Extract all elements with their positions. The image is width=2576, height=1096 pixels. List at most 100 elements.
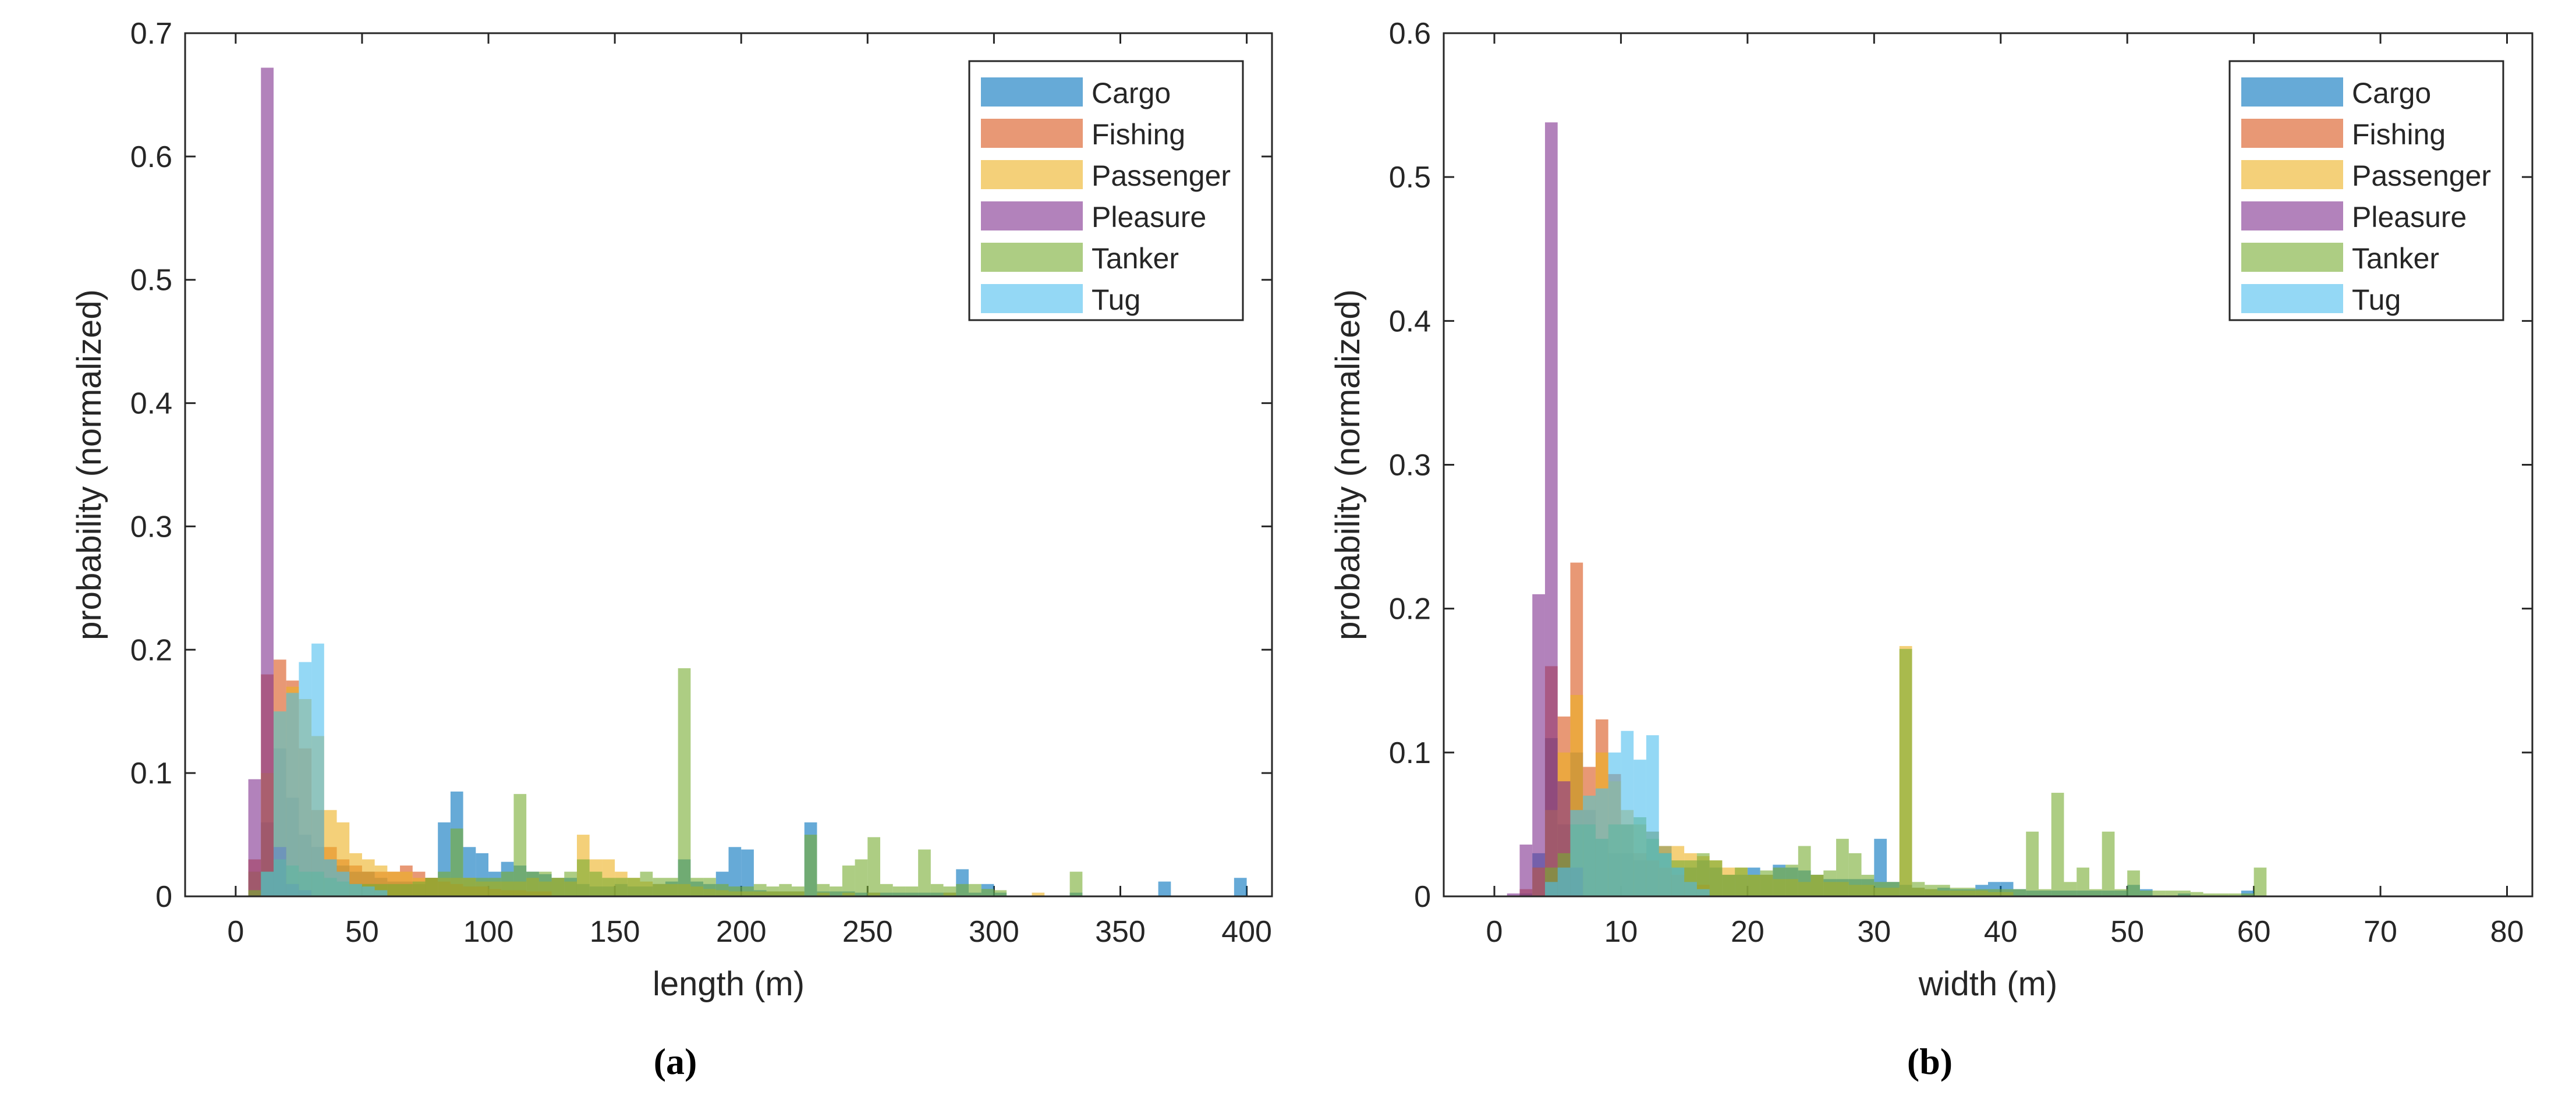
y-tick-label: 0.5 xyxy=(1389,161,1431,194)
x-tick-label: 250 xyxy=(842,915,893,949)
x-tick-label: 300 xyxy=(969,915,1019,949)
bar-tanker-90 xyxy=(463,878,476,896)
legend-label-tanker: Tanker xyxy=(1092,242,1179,275)
bar-tanker-65 xyxy=(400,884,413,896)
bar-tanker-135 xyxy=(576,859,590,896)
bar-tug-10 xyxy=(1621,730,1634,896)
bar-tanker-34 xyxy=(1925,885,1938,896)
legend-swatch-tanker xyxy=(2241,243,2343,272)
bar-tug-40 xyxy=(336,871,350,896)
x-tick-label: 0 xyxy=(227,915,244,949)
bar-tanker-120 xyxy=(538,871,552,896)
bar-tanker-57 xyxy=(2216,893,2229,896)
bar-tanker-30 xyxy=(1874,882,1887,896)
bar-tanker-55 xyxy=(2190,892,2203,896)
bar-tanker-17 xyxy=(1709,860,1723,896)
y-tick-label: 0.1 xyxy=(1389,736,1431,770)
bar-tug-14 xyxy=(1671,867,1685,896)
bar-tug-15 xyxy=(273,711,286,896)
chart-a-y-axis-label: probability (normalized) xyxy=(70,289,108,640)
bar-tanker-5 xyxy=(248,890,261,896)
chart-b-legend: Cargo Fishing Passenger Pleasure Tanker Tug xyxy=(2228,60,2504,321)
bar-tanker-37 xyxy=(1962,888,1976,896)
chart-a-bars xyxy=(248,68,1247,897)
bar-tanker-160 xyxy=(640,871,653,896)
legend-swatch-tanker xyxy=(981,243,1083,272)
y-tick-label: 0.7 xyxy=(130,17,172,51)
bar-tanker-205 xyxy=(753,884,767,896)
bar-tug-7 xyxy=(1583,795,1596,896)
bar-tug-8 xyxy=(1595,788,1608,896)
bar-tug-45 xyxy=(349,884,362,896)
chart-b-tick-labels: 0 10 20 30 40 50 60 70 80 0 0.1 0.2 0.3 0.4 0.5 0.6 xyxy=(1389,17,2524,949)
y-tick-label: 0.3 xyxy=(1389,449,1431,483)
bar-tanker-50 xyxy=(2127,870,2140,896)
x-tick-label: 20 xyxy=(1731,915,1764,949)
y-tick-label: 0.5 xyxy=(130,264,172,297)
bar-tanker-60 xyxy=(2253,867,2267,896)
x-tick-label: 50 xyxy=(2110,915,2144,949)
bar-tanker-49 xyxy=(2114,889,2128,896)
bar-tanker-270 xyxy=(918,849,931,896)
legend-label-fishing: Fishing xyxy=(2352,118,2446,151)
bar-tug-13 xyxy=(1659,853,1672,896)
legend-label-tanker: Tanker xyxy=(2352,242,2439,275)
bar-tug-55 xyxy=(374,890,388,896)
bar-tanker-23 xyxy=(1785,864,1798,896)
legend-swatch-pleasure xyxy=(2241,201,2343,230)
legend-swatch-passenger xyxy=(981,160,1083,189)
bar-tanker-200 xyxy=(741,886,754,896)
chart-b-x-axis-label: width (m) xyxy=(1918,965,2057,1003)
legend-label-pleasure: Pleasure xyxy=(2352,201,2467,233)
bar-tanker-190 xyxy=(715,884,729,896)
bar-tanker-210 xyxy=(766,886,779,896)
bar-tanker-21 xyxy=(1760,870,1773,896)
legend-swatch-cargo xyxy=(981,77,1083,107)
bar-tanker-195 xyxy=(728,886,742,896)
bar-tanker-35 xyxy=(1937,885,1950,896)
bar-tanker-47 xyxy=(2089,889,2102,896)
caption-a: (a) xyxy=(654,1041,697,1082)
legend-swatch-pleasure xyxy=(981,201,1083,230)
chart-a-length: 0 50 100 150 200 250 300 350 400 0 0.1 0.2 0.3 0.4 0.5… xyxy=(70,17,1273,1003)
legend-label-cargo: Cargo xyxy=(2352,77,2431,109)
bar-tug-4 xyxy=(1544,882,1558,896)
y-tick-label: 0.4 xyxy=(130,387,172,421)
bar-cargo-365 xyxy=(1158,881,1171,896)
chart-a-axes-box xyxy=(184,32,1273,898)
chart-b-axes-box xyxy=(1443,32,2534,898)
bar-tanker-26 xyxy=(1823,870,1837,896)
bar-tanker-51 xyxy=(2139,891,2153,896)
bar-tanker-60 xyxy=(387,884,401,896)
bar-tanker-145 xyxy=(602,878,615,896)
bar-cargo-195 xyxy=(728,847,742,896)
bar-tanker-80 xyxy=(438,871,451,896)
bar-tanker-27 xyxy=(1836,839,1849,896)
chart-b-bars xyxy=(1507,122,2267,897)
bar-tanker-18 xyxy=(1722,874,1735,896)
y-tick-label: 0 xyxy=(155,880,172,914)
bar-tanker-29 xyxy=(1861,874,1875,896)
bar-tanker-19 xyxy=(1735,867,1748,896)
x-tick-label: 0 xyxy=(1486,915,1503,949)
y-tick-label: 0.3 xyxy=(130,510,172,544)
bar-tanker-140 xyxy=(589,871,603,896)
bar-tanker-290 xyxy=(968,884,981,896)
y-tick-label: 0.4 xyxy=(1389,304,1431,338)
bar-tug-11 xyxy=(1634,760,1646,896)
x-tick-label: 10 xyxy=(1604,915,1638,949)
bar-tanker-22 xyxy=(1773,867,1786,896)
bar-tanker-280 xyxy=(943,886,956,896)
bar-tanker-240 xyxy=(842,866,855,896)
legend-label-passenger: Passenger xyxy=(1092,159,1231,192)
bar-tanker-25 xyxy=(1810,874,1824,896)
legend-label-passenger: Passenger xyxy=(2352,159,2491,192)
bar-tanker-52 xyxy=(2152,891,2166,896)
bar-tanker-54 xyxy=(2178,891,2191,896)
bar-tanker-105 xyxy=(501,871,514,896)
bar-pleasure-1 xyxy=(1507,893,1520,896)
bar-tanker-24 xyxy=(1798,846,1811,896)
bar-pleasure-3 xyxy=(1532,594,1545,896)
bar-tanker-39 xyxy=(1988,889,2001,896)
bar-tanker-38 xyxy=(1975,889,1988,896)
